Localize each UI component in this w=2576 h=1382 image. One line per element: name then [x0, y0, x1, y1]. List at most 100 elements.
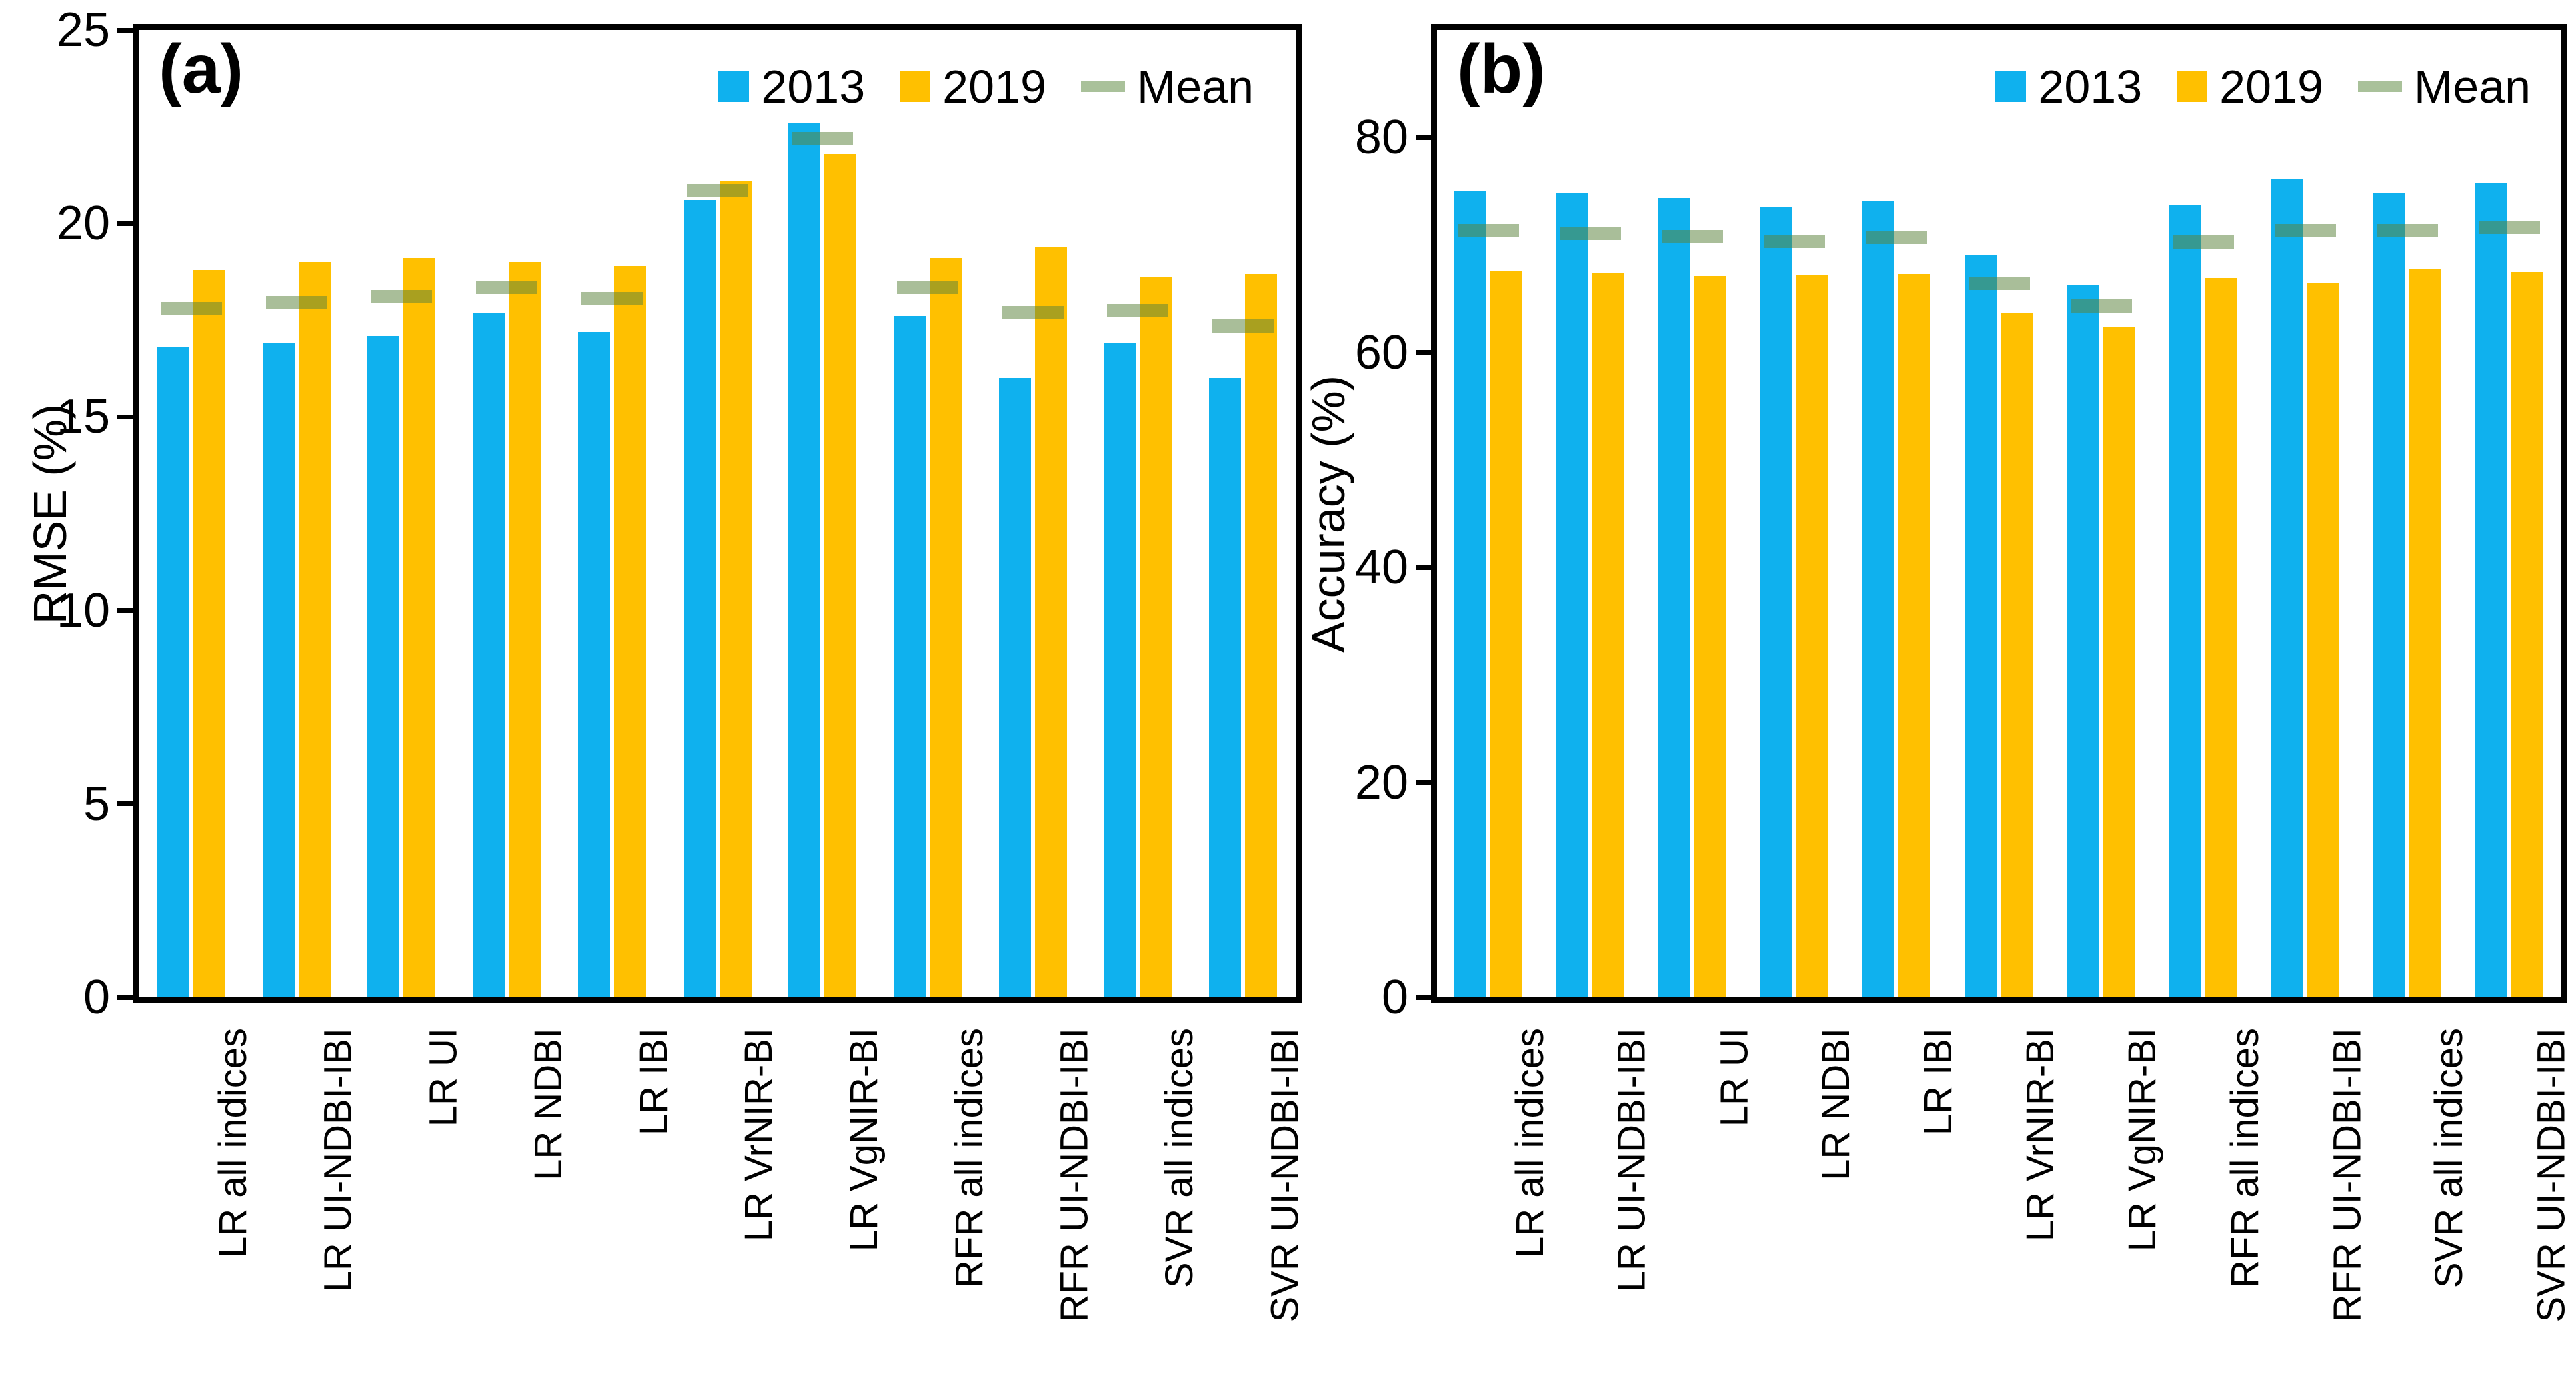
x-category-label: LR VrNIR-BI — [2019, 1028, 2063, 1242]
legend-mean-dash-icon — [2357, 81, 2402, 92]
y-axis-tick-label: 0 — [83, 971, 110, 1024]
bar-2013 — [788, 123, 821, 997]
x-category-label: LR all indices — [211, 1028, 255, 1258]
legend-2013-swatch-icon — [1995, 71, 2027, 102]
bar-2019 — [193, 269, 225, 997]
bar-2013 — [367, 335, 400, 997]
y-axis-tick-label: 15 — [56, 390, 110, 444]
legend-2019-swatch-icon — [2177, 71, 2208, 102]
bar-2013 — [473, 312, 505, 997]
y-axis-tick-label: 10 — [56, 583, 110, 637]
mean-marker — [160, 301, 222, 315]
bar-2019 — [1245, 273, 1278, 997]
bar-2019 — [298, 262, 331, 997]
bar-2019 — [1694, 276, 1726, 997]
y-axis-tick-label: 5 — [83, 777, 110, 831]
panel-b-legend: 2013 2019 Mean — [1995, 59, 2531, 115]
y-axis-tick — [1416, 350, 1431, 355]
y-axis-tick — [117, 801, 133, 807]
bar-2013 — [2373, 193, 2406, 997]
mean-marker — [371, 290, 433, 304]
bar-2013 — [577, 331, 610, 997]
mean-marker — [2172, 235, 2234, 249]
x-category-label: RFR all indices — [2223, 1028, 2267, 1288]
bar-2019 — [2511, 271, 2544, 997]
mean-marker — [1212, 319, 1274, 333]
bar-2019 — [2205, 278, 2237, 997]
x-category-label: LR VgNIR-BI — [842, 1028, 886, 1252]
legend-2013-label: 2013 — [2038, 61, 2143, 113]
panel-a-y-axis-title: RMSE (%) — [24, 403, 76, 624]
x-category-label: SVR all indices — [1158, 1028, 1202, 1289]
x-category-label: LR UI — [421, 1028, 465, 1127]
legend-mean-dash-icon — [1080, 81, 1125, 92]
mean-marker — [1968, 277, 2030, 291]
mean-marker — [1866, 231, 1928, 245]
legend-2013-label: 2013 — [761, 61, 866, 113]
mean-marker — [2479, 220, 2541, 234]
bar-2019 — [2307, 282, 2340, 997]
y-axis-tick-label: 60 — [1354, 325, 1408, 379]
bar-2019 — [403, 258, 436, 997]
y-axis-tick — [117, 221, 133, 226]
mean-marker — [1002, 305, 1064, 319]
mean-marker — [1107, 303, 1169, 317]
mean-marker — [1764, 234, 1826, 248]
panel-a-label: (a) — [159, 31, 244, 108]
x-category-label: LR VrNIR-BI — [737, 1028, 781, 1242]
mean-marker — [2377, 224, 2439, 238]
bar-2019 — [613, 266, 646, 997]
mean-marker — [2070, 299, 2132, 313]
x-category-label: RFR UI-NDBI-IBI — [1052, 1028, 1096, 1323]
x-category-label: LR IBI — [631, 1028, 676, 1136]
x-category-label: LR VgNIR-BI — [2121, 1028, 2165, 1252]
bar-2013 — [1760, 207, 1793, 997]
y-axis-tick — [1416, 565, 1431, 570]
mean-marker — [1559, 226, 1621, 240]
legend-2019-swatch-icon — [900, 71, 931, 102]
legend-2019-label: 2019 — [942, 61, 1046, 113]
legend-item-2019: 2019 — [900, 63, 1046, 110]
bar-2019 — [2001, 313, 2033, 997]
bar-2013 — [2067, 285, 2099, 997]
y-axis-tick-label: 0 — [1381, 971, 1408, 1024]
mean-marker — [1457, 224, 1519, 238]
bar-2013 — [262, 343, 295, 997]
x-category-label: SVR UI-NDBI-IBI — [1263, 1028, 1307, 1323]
x-category-label: SVR all indices — [2427, 1028, 2471, 1289]
x-category-label: LR UI-NDBI-IBI — [316, 1028, 360, 1293]
panel-a-plot-frame — [133, 24, 1302, 1003]
bar-2019 — [824, 153, 857, 997]
mean-marker — [2275, 224, 2337, 238]
bar-2019 — [719, 181, 752, 997]
x-category-label: LR NDBI — [527, 1028, 571, 1181]
y-axis-tick — [117, 608, 133, 613]
legend-2013-swatch-icon — [718, 71, 750, 102]
bar-2013 — [998, 378, 1031, 997]
y-axis-tick — [117, 27, 133, 33]
x-category-label: LR IBI — [1916, 1028, 1961, 1136]
x-category-label: LR UI-NDBI-IBI — [1610, 1028, 1654, 1293]
legend-2019-label: 2019 — [2219, 61, 2323, 113]
y-axis-tick — [1416, 780, 1431, 785]
mean-marker — [1661, 230, 1723, 244]
mean-marker — [686, 183, 748, 197]
mean-marker — [581, 292, 643, 306]
legend-item-mean: Mean — [2357, 63, 2531, 110]
y-axis-tick — [117, 995, 133, 1000]
x-category-label: LR UI — [1712, 1028, 1756, 1127]
mean-marker — [265, 296, 327, 310]
bar-2019 — [1592, 273, 1624, 997]
bar-2013 — [1658, 197, 1690, 997]
panel-b-plot-frame — [1431, 24, 2567, 1003]
bar-2013 — [1104, 343, 1136, 997]
x-category-label: RFR UI-NDBI-IBI — [2325, 1028, 2369, 1323]
bar-2013 — [2475, 182, 2508, 997]
y-axis-tick — [117, 414, 133, 419]
panel-b-label: (b) — [1457, 31, 1546, 108]
bar-2019 — [929, 258, 962, 997]
bar-2013 — [1965, 254, 1997, 997]
bar-2013 — [2271, 179, 2304, 997]
mean-marker — [896, 280, 958, 294]
